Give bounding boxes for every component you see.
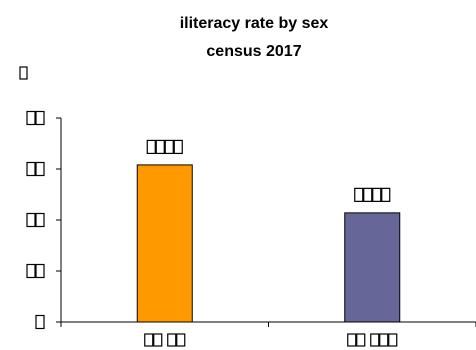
- x-tick-label-glyph: [370, 333, 380, 347]
- x-tick-label-glyph: [153, 333, 163, 347]
- x-tick-label: [347, 333, 366, 347]
- y-axis-label-placeholder: [19, 66, 28, 80]
- data-label: [354, 187, 391, 202]
- x-tick-label-glyph: [379, 333, 389, 347]
- data-label-glyph: [363, 187, 373, 202]
- y-tick-label: [26, 161, 45, 177]
- bars: [136, 164, 401, 323]
- x-tick-label-glyph: [388, 333, 398, 347]
- data-label-glyph: [146, 139, 156, 155]
- data-label-glyph: [173, 139, 183, 155]
- y-tick-label-glyph: [35, 212, 45, 228]
- y-tick-label-glyph: [35, 161, 45, 177]
- data-label-glyph: [164, 139, 174, 155]
- y-tick-label-glyph: [35, 314, 45, 330]
- y-tick-label-glyph: [26, 263, 36, 279]
- chart-subtitle: census 2017: [206, 43, 301, 60]
- y-tick-label: [35, 314, 45, 330]
- y-tick-label-glyph: [26, 161, 36, 177]
- x-tick-label-glyph: [176, 333, 186, 347]
- y-tick-label-glyph: [35, 110, 45, 126]
- data-label-glyph: [372, 187, 382, 202]
- y-tick-label: [26, 110, 45, 126]
- x-tick-label-glyph: [356, 333, 366, 347]
- x-tick-label: [167, 333, 186, 347]
- x-tick-label-glyph: [167, 333, 177, 347]
- y-tick-label: [26, 212, 45, 228]
- chart-title: iliteracy rate by sex: [180, 15, 329, 32]
- bar: [344, 212, 401, 323]
- bar: [136, 164, 193, 323]
- y-tick-label-glyph: [26, 110, 36, 126]
- data-label: [146, 139, 183, 155]
- axes: [26, 110, 476, 330]
- y-tick-label: [26, 263, 45, 279]
- x-tick-label-glyph: [144, 333, 154, 347]
- data-label-glyph: [354, 187, 364, 202]
- x-tick-label-glyph: [347, 333, 357, 347]
- data-label-glyph: [381, 187, 391, 202]
- y-tick-label-glyph: [35, 263, 45, 279]
- x-tick-label: [144, 333, 163, 347]
- data-label-glyph: [155, 139, 165, 155]
- x-tick-label: [370, 333, 398, 347]
- y-tick-label-glyph: [26, 212, 36, 228]
- labels: [144, 139, 398, 347]
